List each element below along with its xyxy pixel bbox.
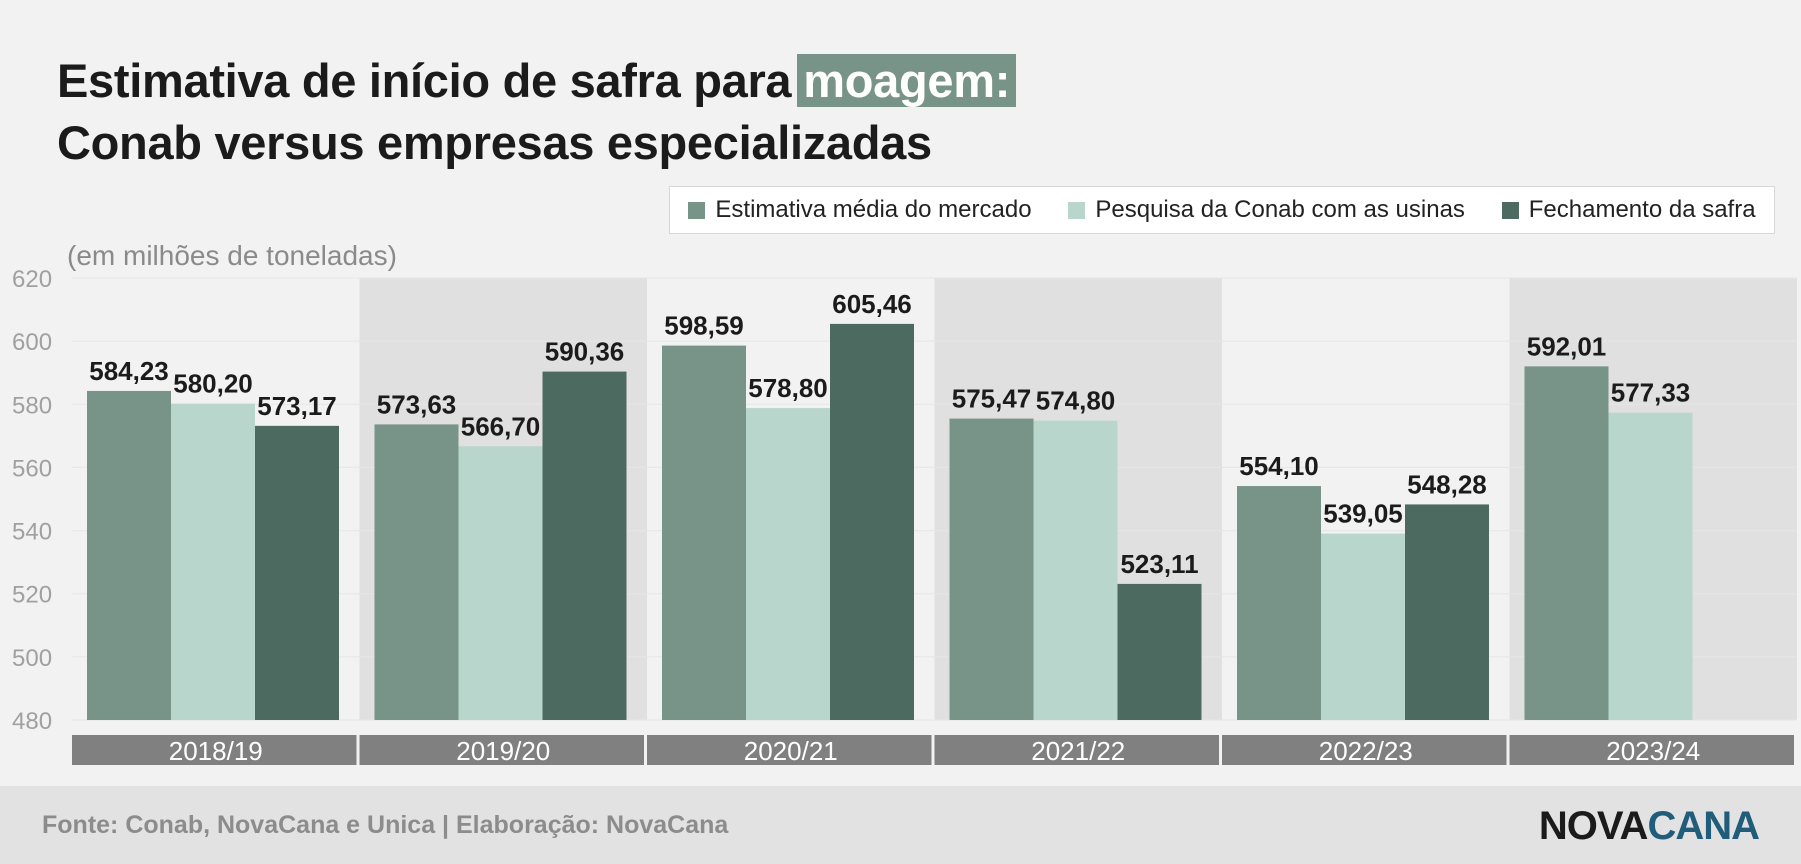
category-label-bar [1222, 735, 1507, 765]
category-label-bar [359, 735, 644, 765]
y-tick-label: 540 [12, 519, 52, 546]
y-tick-label: 600 [12, 329, 52, 356]
data-label: 598,59 [664, 311, 744, 341]
data-label: 539,05 [1323, 499, 1403, 529]
data-label: 605,46 [832, 289, 912, 319]
data-label: 574,80 [1036, 386, 1116, 416]
data-label: 584,23 [89, 356, 169, 386]
data-label: 523,11 [1120, 549, 1198, 579]
title-line-1: Estimativa de início de safra para moagem… [57, 50, 1017, 112]
chart-title: Estimativa de início de safra para moagem… [57, 50, 1017, 174]
y-tick-label: 480 [12, 708, 52, 735]
legend-swatch-closing [1501, 201, 1519, 219]
bar [171, 403, 255, 720]
bar [458, 446, 543, 720]
x-tick-label: 2022/23 [1319, 736, 1413, 766]
data-label: 573,17 [257, 391, 337, 421]
bar [1608, 412, 1693, 720]
category-label-bar [647, 735, 932, 765]
bar [374, 424, 459, 720]
bar [542, 371, 627, 720]
novacana-logo: NOVACANA [1538, 804, 1760, 849]
footer: Fonte: Conab, NovaCana e Unica | Elabora… [0, 786, 1801, 864]
y-tick-label: 580 [12, 392, 52, 419]
bar [1117, 583, 1202, 720]
bar [662, 345, 746, 720]
data-label: 548,28 [1407, 469, 1487, 499]
legend-swatch-conab [1068, 201, 1086, 219]
bar [1321, 533, 1405, 720]
data-label: 577,33 [1611, 378, 1691, 408]
legend-item-closing: Fechamento da safra [1501, 196, 1756, 224]
data-label: 590,36 [545, 337, 625, 367]
y-tick-label: 500 [12, 645, 52, 672]
data-label: 592,01 [1527, 331, 1607, 361]
bar [1237, 486, 1321, 720]
bar [830, 323, 914, 720]
category-label-bar [934, 735, 1219, 765]
legend-swatch-market [688, 201, 706, 219]
data-label: 578,80 [748, 373, 828, 403]
logo-part-1: NOVA [1538, 804, 1649, 848]
legend-label-conab: Pesquisa da Conab com as usinas [1095, 196, 1465, 223]
y-tick-label: 520 [12, 582, 52, 609]
logo-part-2: CANA [1647, 804, 1760, 848]
bar [1033, 420, 1118, 720]
y-tick-label: 620 [12, 266, 52, 293]
bar [949, 418, 1034, 720]
title-text: Estimativa de início de safra para [57, 54, 792, 107]
data-label: 554,10 [1239, 451, 1319, 481]
data-label: 575,47 [952, 384, 1032, 414]
data-label: 580,20 [173, 369, 253, 399]
x-tick-label: 2021/22 [1031, 736, 1125, 766]
legend-item-market: Estimativa média do mercado [688, 196, 1032, 224]
bar [746, 408, 830, 720]
legend: Estimativa média do mercado Pesquisa da … [669, 186, 1775, 234]
legend-label-market: Estimativa média do mercado [715, 196, 1032, 223]
category-label-bar [72, 735, 357, 765]
data-label: 573,63 [377, 389, 457, 419]
bar [1524, 366, 1609, 720]
category-label-bar [1509, 735, 1794, 765]
legend-item-conab: Pesquisa da Conab com as usinas [1068, 196, 1465, 224]
title-highlight: moagem: [797, 54, 1017, 107]
x-tick-label: 2019/20 [456, 736, 550, 766]
bar [87, 390, 171, 720]
bar [255, 425, 339, 720]
x-tick-label: 2023/24 [1606, 736, 1700, 766]
title-line-2: Conab versus empresas especializadas [57, 116, 932, 169]
y-tick-label: 560 [12, 455, 52, 482]
bar [1405, 504, 1489, 720]
x-tick-label: 2018/19 [169, 736, 263, 766]
legend-label-closing: Fechamento da safra [1528, 196, 1756, 223]
bar-chart: 480 500 520 540 560 580 600 620 584,23 573,63 598,… [12, 266, 1797, 766]
source-text: Fonte: Conab, NovaCana e Unica | Elabora… [42, 811, 729, 839]
unit-label: (em milhões de toneladas) [67, 240, 397, 271]
data-label: 566,70 [461, 411, 541, 441]
x-tick-label: 2020/21 [744, 736, 838, 766]
